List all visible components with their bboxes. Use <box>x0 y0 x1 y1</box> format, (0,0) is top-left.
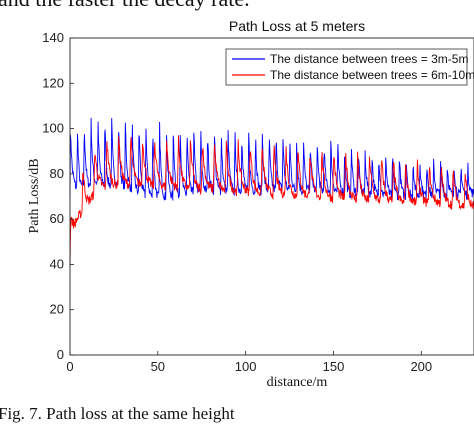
series-line-1 <box>69 117 474 201</box>
y-tick-label: 0 <box>57 347 64 362</box>
y-tick-label: 60 <box>50 211 64 226</box>
plot-frame <box>69 37 474 356</box>
y-axis-label: Path Loss/dB <box>27 158 42 233</box>
y-tick-label: 40 <box>50 256 64 271</box>
series-layer <box>69 117 474 268</box>
y-tick-label: 80 <box>50 166 64 181</box>
legend-box <box>225 48 468 86</box>
x-axis-label: distance/m <box>267 375 328 390</box>
x-tick-label: 150 <box>323 359 345 374</box>
legend-label-series-2: The distance between trees = 6m-10m <box>270 68 474 82</box>
figure-caption: Fig. 7. Path loss at the same height <box>0 404 235 423</box>
legend: The distance between trees = 3m-5m The d… <box>225 48 474 86</box>
legend-label-series-1: The distance between trees = 3m-5m <box>270 52 468 66</box>
y-tick-label: 120 <box>42 75 64 90</box>
x-tick-label: 200 <box>410 359 432 374</box>
y-tick-label: 20 <box>50 302 64 317</box>
y-tick-label: 100 <box>42 121 64 136</box>
y-tick-label: 140 <box>42 30 64 45</box>
x-tick-label: 100 <box>235 359 257 374</box>
preceding-text-line: and the faster the decay rate. <box>0 0 250 12</box>
x-tick-label: 0 <box>66 359 73 374</box>
series-line-2 <box>69 135 474 268</box>
x-tick-label: 50 <box>151 359 165 374</box>
axes-layer: 0 20 40 60 80 100 120 140 0 50 100 150 200 <box>42 30 474 374</box>
chart-title: Path Loss at 5 meters <box>229 18 365 34</box>
